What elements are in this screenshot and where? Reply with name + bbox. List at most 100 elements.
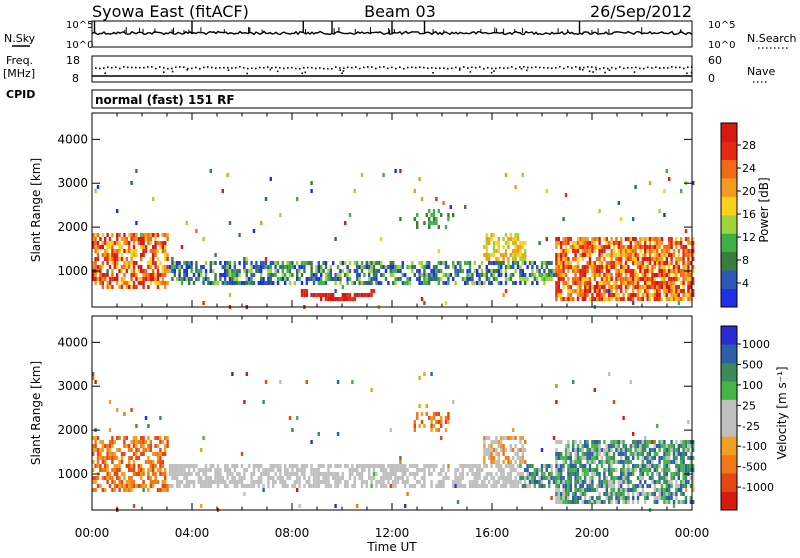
heatmap-cell — [423, 484, 426, 488]
heatmap-cell — [389, 472, 392, 476]
heatmap-cell — [576, 249, 580, 253]
heatmap-cell — [221, 265, 224, 269]
heatmap-cell — [188, 472, 191, 476]
heatmap-cell — [612, 400, 616, 404]
heatmap-cell — [336, 484, 340, 488]
heatmap-cell — [680, 289, 683, 293]
heatmap-cell — [598, 500, 601, 504]
heatmap-cell — [142, 233, 145, 237]
heatmap-cell — [113, 484, 116, 488]
heatmap-cell — [312, 273, 316, 277]
heatmap-cell — [252, 480, 256, 484]
heatmap-cell — [588, 452, 592, 456]
heatmap-cell — [612, 440, 616, 444]
nave-dot — [99, 67, 101, 70]
colorbar-swatch — [721, 270, 737, 289]
heatmap-cell — [236, 484, 239, 488]
nave-dot — [139, 66, 141, 69]
heatmap-cell — [555, 289, 558, 293]
heatmap-cell — [497, 249, 500, 253]
heatmap-cell — [646, 452, 649, 456]
heatmap-cell — [665, 285, 668, 289]
heatmap-cell — [329, 265, 332, 269]
heatmap-cell — [168, 484, 172, 488]
heatmap-cell — [644, 440, 647, 444]
heatmap-cell — [125, 257, 128, 261]
heatmap-cell — [243, 281, 246, 285]
heatmap-cell — [588, 448, 592, 452]
heatmap-cell — [497, 257, 500, 261]
heatmap-cell — [610, 484, 613, 488]
heatmap-cell — [459, 265, 462, 269]
nave-dot — [147, 66, 149, 68]
heatmap-cell — [161, 460, 164, 464]
heatmap-cell — [178, 261, 181, 265]
heatmap-cell — [668, 269, 671, 273]
heatmap-cell — [322, 464, 325, 468]
heatmap-cell — [204, 468, 208, 472]
heatmap-cell — [360, 261, 364, 265]
heatmap-cell — [466, 281, 469, 285]
heatmap-cell — [684, 488, 688, 492]
heatmap-cell — [94, 281, 97, 285]
heatmap-cell — [118, 448, 121, 452]
heatmap-cell — [317, 281, 320, 285]
heatmap-cell — [569, 452, 572, 456]
heatmap-cell — [598, 293, 601, 297]
heatmap-cell — [665, 245, 668, 249]
heatmap-cell — [636, 277, 640, 281]
heatmap-cell — [670, 281, 673, 285]
heatmap-cell — [142, 480, 145, 484]
heatmap-cell — [339, 277, 342, 281]
heatmap-cell — [332, 293, 335, 297]
heatmap-cell — [104, 257, 107, 261]
heatmap-cell — [219, 273, 222, 277]
heatmap-cell — [156, 436, 160, 440]
heatmap-cell — [92, 245, 95, 249]
heatmap-cell — [653, 253, 656, 257]
heatmap-cell — [413, 265, 416, 269]
heatmap-cell — [603, 273, 606, 277]
heatmap-cell — [128, 480, 131, 484]
heatmap-cell — [288, 281, 292, 285]
heatmap-cell — [96, 257, 100, 261]
nave-label: Nave — [747, 65, 775, 78]
heatmap-cell — [512, 484, 515, 488]
heatmap-cell — [680, 273, 683, 277]
heatmap-cell — [310, 269, 313, 273]
heatmap-cell — [104, 249, 107, 253]
heatmap-cell — [149, 480, 152, 484]
x-tick-label: 00:00 — [675, 526, 710, 540]
heatmap-cell — [663, 492, 666, 496]
heatmap-cell — [615, 269, 618, 273]
heatmap-cell — [610, 440, 613, 444]
heatmap-cell — [497, 269, 500, 273]
heatmap-cell — [502, 261, 505, 265]
heatmap-cell — [125, 241, 128, 245]
heatmap-cell — [617, 476, 620, 480]
heatmap-cell — [689, 452, 692, 456]
heatmap-cell — [641, 293, 644, 297]
heatmap-cell — [344, 261, 347, 265]
heatmap-cell — [305, 480, 308, 484]
heatmap-cell — [648, 269, 652, 273]
heatmap-cell — [310, 484, 313, 488]
heatmap-cell — [572, 500, 575, 504]
heatmap-cell — [682, 285, 685, 289]
heatmap-cell — [576, 245, 580, 249]
heatmap-cell — [156, 257, 160, 261]
heatmap-cell — [627, 476, 630, 480]
heatmap-cell — [526, 277, 529, 281]
heatmap-cell — [111, 241, 114, 245]
heatmap-cell — [617, 448, 620, 452]
heatmap-cell — [591, 245, 594, 249]
heatmap-cell — [648, 261, 652, 265]
heatmap-cell — [137, 440, 140, 444]
nave-dot — [423, 66, 425, 69]
heatmap-cell — [260, 273, 263, 277]
heatmap-cell — [147, 468, 150, 472]
heatmap-cell — [665, 249, 668, 253]
heatmap-cell — [581, 488, 584, 492]
heatmap-cell — [118, 257, 121, 261]
heatmap-cell — [315, 265, 318, 269]
